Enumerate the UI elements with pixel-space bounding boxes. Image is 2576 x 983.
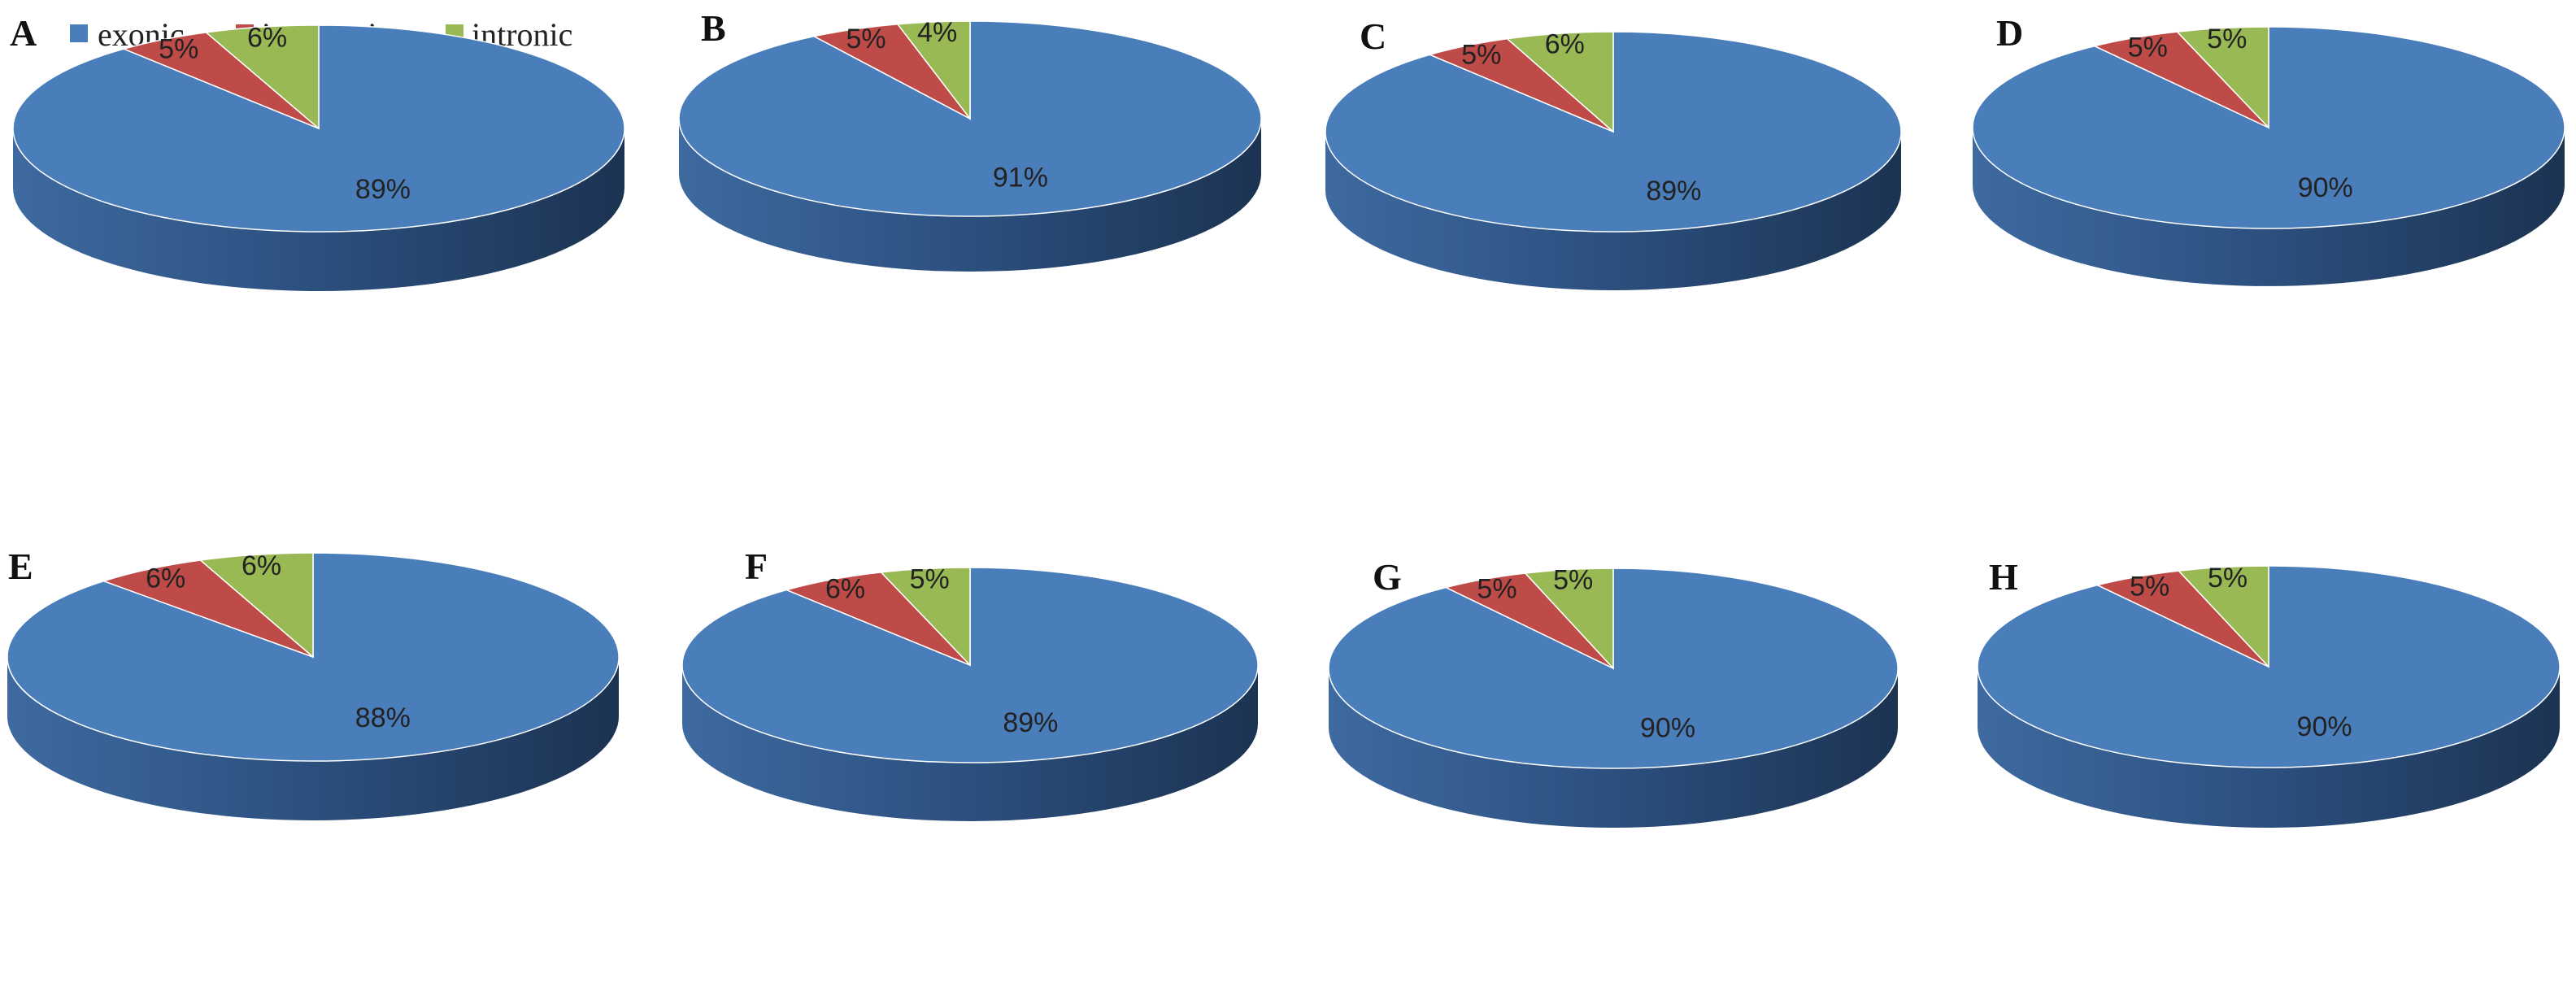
pie-panel-B: B 91% 5% 4% — [678, 7, 1262, 272]
panel-label-H: H — [1989, 556, 2018, 598]
pie-slice-intergenic — [102, 559, 314, 658]
pie-side — [7, 657, 619, 820]
pie-label-intergenic: 5% — [159, 34, 198, 65]
pie-slice-exonic — [1328, 568, 1899, 769]
pie-label-exonic: 90% — [2297, 711, 2352, 742]
panel-label-E: E — [8, 546, 33, 587]
pie-label-exonic: 90% — [1640, 713, 1695, 744]
pie-panel-A: A 89% 5% 6% — [10, 12, 625, 291]
pie-label-exonic: 89% — [1646, 176, 1701, 207]
pie-slice-intronic — [880, 567, 971, 667]
pie-label-intergenic: 5% — [846, 24, 886, 54]
pie-panel-H: H 90% 5% 5% — [1977, 556, 2561, 828]
pie-label-exonic: 89% — [1003, 707, 1058, 738]
pie-panels: A 89% 5% 6% B 91% 5% 4% C 89% 5% 6% D 90% 5% 5% E 88% 6% 6%… — [7, 7, 2565, 828]
pie-label-intergenic: 6% — [825, 573, 865, 604]
pie-label-intronic: 6% — [1545, 28, 1585, 59]
panel-label-C: C — [1360, 15, 1386, 57]
pie-slice-intronic — [204, 24, 320, 130]
pie-slice-intronic — [1505, 31, 1614, 133]
pie-label-intergenic: 6% — [146, 563, 185, 594]
pie-slice-intronic — [2177, 565, 2269, 668]
pie-side — [13, 128, 624, 291]
pie-side — [1329, 668, 1898, 828]
pie-label-exonic: 91% — [993, 162, 1048, 193]
pie-slice-exonic — [678, 20, 1262, 217]
pie-label-intergenic: 5% — [1461, 40, 1501, 71]
pie-label-exonic: 89% — [355, 174, 411, 205]
pie-side — [1978, 667, 2560, 828]
pie-label-intronic: 5% — [2208, 563, 2247, 594]
pie-slice-intergenic — [785, 572, 971, 666]
pie-label-intergenic: 5% — [2128, 33, 2168, 63]
pie-label-intronic: 5% — [1553, 565, 1593, 596]
pie-side — [679, 119, 1261, 272]
pie-label-intergenic: 5% — [1477, 573, 1516, 604]
pie-label-intronic: 5% — [910, 563, 950, 594]
pie-label-intronic: 5% — [2207, 24, 2247, 54]
pie-side — [682, 665, 1258, 821]
panel-label-B: B — [701, 7, 726, 49]
pie-side — [1325, 132, 1901, 290]
pie-slice-intronic — [198, 552, 314, 659]
pie-panel-D: D 90% 5% 5% — [1972, 12, 2565, 286]
pie-slice-intronic — [2175, 26, 2269, 129]
pie-side — [1973, 128, 2565, 286]
pie-label-exonic: 88% — [355, 702, 411, 733]
panel-label-D: D — [1996, 12, 2023, 54]
pie-panel-E: E 88% 6% 6% — [7, 546, 620, 820]
pie-panel-F: F 89% 6% 5% — [681, 546, 1259, 821]
pie-slice-intronic — [896, 20, 971, 121]
panel-label-G: G — [1373, 556, 1402, 598]
pie-panel-G: G 90% 5% 5% — [1328, 556, 1899, 828]
panel-label-A: A — [10, 12, 37, 54]
pie-label-intronic: 4% — [917, 17, 957, 48]
panel-label-F: F — [745, 546, 768, 587]
pie-label-intronic: 6% — [242, 550, 281, 581]
pie-label-exonic: 90% — [2298, 172, 2353, 203]
pie-label-intergenic: 5% — [2130, 572, 2169, 602]
pie-slice-intronic — [1524, 568, 1614, 670]
legend-swatch-exonic — [70, 24, 88, 42]
pie-label-intronic: 6% — [247, 23, 287, 54]
pie-panel-C: C 89% 5% 6% — [1325, 15, 1902, 290]
